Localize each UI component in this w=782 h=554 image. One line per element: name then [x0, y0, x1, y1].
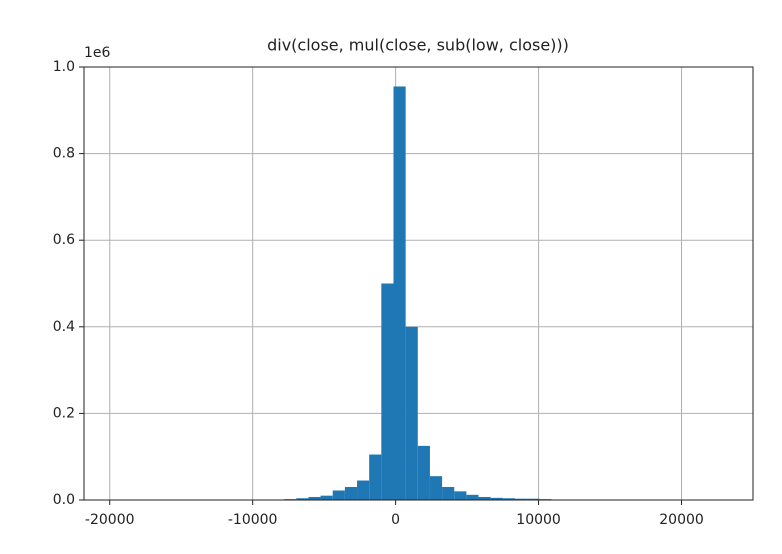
bar — [478, 496, 491, 500]
y-tick-label: 0.4 — [53, 319, 75, 335]
bar — [405, 326, 418, 500]
bar — [308, 496, 321, 500]
bar — [514, 498, 528, 500]
y-offset-label: 1e6 — [84, 45, 111, 61]
bar — [527, 498, 540, 500]
bars — [284, 86, 552, 501]
bar — [381, 283, 394, 500]
y-tick-label: 0.0 — [53, 492, 75, 508]
y-tick-label: 1.0 — [53, 59, 75, 75]
x-tick-label: -20000 — [85, 512, 135, 528]
x-tick-label: 0 — [391, 512, 400, 528]
bar — [417, 445, 430, 500]
grid — [84, 66, 753, 501]
x-tick-label: 20000 — [659, 512, 704, 528]
bar — [466, 494, 479, 500]
bar — [393, 86, 406, 501]
bar — [490, 497, 503, 500]
bar — [332, 490, 345, 500]
bar — [369, 454, 382, 500]
bar — [429, 476, 443, 500]
y-tick-label: 0.6 — [53, 232, 75, 248]
bar — [454, 491, 467, 500]
bar — [357, 480, 370, 500]
bar — [296, 498, 309, 500]
bar — [442, 487, 455, 500]
plot-frame — [83, 66, 754, 501]
bar — [502, 498, 515, 500]
x-tick-label: -10000 — [228, 512, 278, 528]
y-tick-label: 0.2 — [53, 405, 75, 421]
x-tick-label: 10000 — [516, 512, 561, 528]
chart-title: div(close, mul(close, sub(low, close))) — [267, 36, 569, 55]
bar — [344, 487, 358, 500]
y-tick-label: 0.8 — [53, 146, 75, 162]
bar — [320, 495, 333, 500]
